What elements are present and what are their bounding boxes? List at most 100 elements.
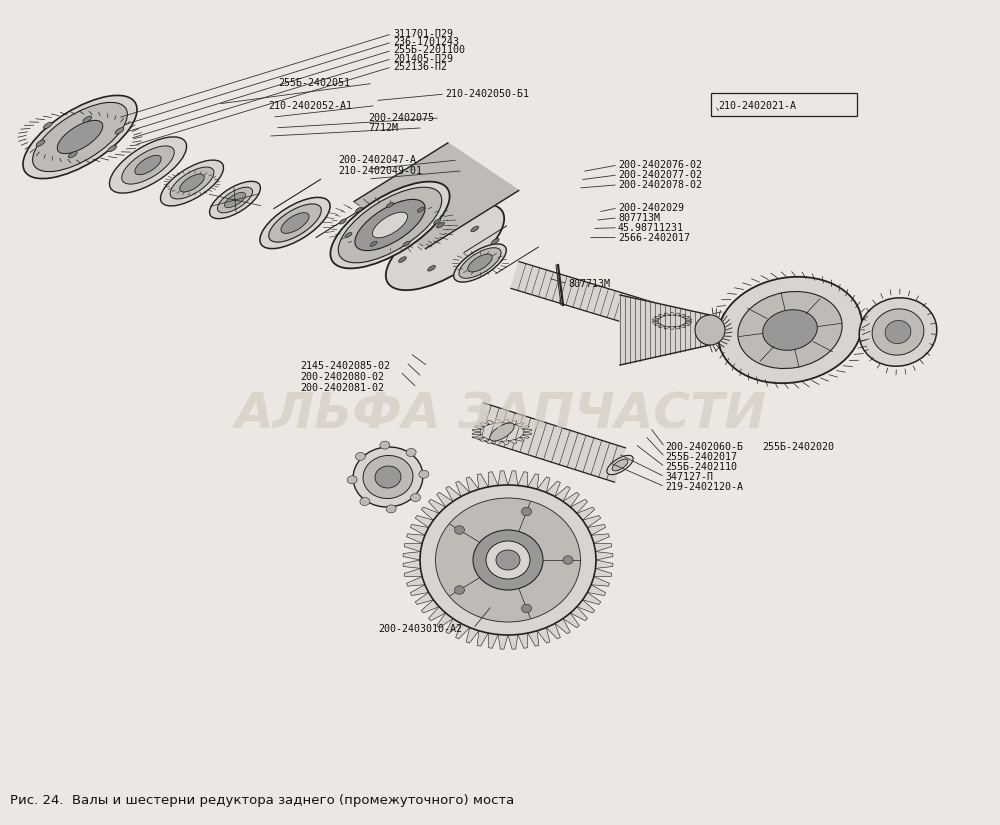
Ellipse shape [563, 556, 573, 564]
Polygon shape [515, 422, 524, 427]
Ellipse shape [33, 102, 127, 172]
Ellipse shape [522, 604, 532, 613]
Ellipse shape [859, 298, 937, 366]
Text: 255Б-2201100: 255Б-2201100 [393, 45, 465, 55]
Polygon shape [515, 437, 524, 441]
Polygon shape [652, 319, 659, 321]
Text: 45.98711231: 45.98711231 [618, 223, 684, 233]
Text: 7712М: 7712М [368, 123, 398, 133]
Polygon shape [583, 516, 601, 527]
Polygon shape [528, 474, 539, 489]
Ellipse shape [454, 244, 506, 282]
Polygon shape [488, 472, 498, 487]
Text: 200-2402029: 200-2402029 [618, 203, 684, 213]
Polygon shape [670, 313, 674, 315]
Polygon shape [594, 568, 612, 577]
Polygon shape [502, 441, 509, 445]
Polygon shape [670, 327, 674, 329]
Ellipse shape [420, 485, 596, 635]
Polygon shape [509, 440, 517, 444]
Polygon shape [410, 525, 429, 535]
Polygon shape [466, 627, 479, 643]
Ellipse shape [398, 257, 406, 262]
Text: 210-2402049-01: 210-2402049-01 [338, 166, 422, 176]
Polygon shape [546, 481, 560, 497]
Polygon shape [354, 143, 519, 249]
Polygon shape [518, 472, 528, 487]
Text: 807713М: 807713М [568, 279, 610, 289]
Text: 210-2402050-Б1: 210-2402050-Б1 [445, 89, 529, 99]
Ellipse shape [386, 505, 396, 513]
Ellipse shape [370, 241, 377, 247]
Ellipse shape [355, 452, 365, 460]
Ellipse shape [210, 182, 260, 219]
Text: 807713М: 807713М [618, 213, 660, 223]
Text: 210-2402052-А1: 210-2402052-А1 [268, 101, 352, 111]
Text: 347127-П: 347127-П [665, 472, 713, 482]
Ellipse shape [115, 128, 124, 134]
Polygon shape [591, 577, 609, 586]
Text: 200-2402075: 200-2402075 [368, 113, 434, 123]
Polygon shape [679, 325, 686, 328]
Ellipse shape [411, 493, 421, 502]
Polygon shape [685, 321, 692, 323]
Ellipse shape [260, 197, 330, 248]
Polygon shape [472, 432, 481, 435]
Polygon shape [502, 419, 509, 423]
Ellipse shape [695, 315, 725, 345]
Polygon shape [480, 437, 489, 441]
Ellipse shape [389, 243, 397, 248]
Polygon shape [475, 435, 484, 438]
Ellipse shape [353, 447, 423, 507]
Polygon shape [421, 600, 439, 613]
Polygon shape [537, 627, 550, 643]
Polygon shape [520, 426, 529, 429]
Ellipse shape [345, 233, 352, 238]
Polygon shape [546, 624, 560, 639]
Polygon shape [508, 634, 518, 649]
Polygon shape [421, 507, 439, 521]
Ellipse shape [43, 122, 52, 129]
Ellipse shape [437, 222, 444, 228]
Ellipse shape [607, 455, 633, 474]
Polygon shape [570, 499, 587, 513]
Text: 210-2402021-А: 210-2402021-А [718, 101, 796, 111]
Ellipse shape [170, 167, 214, 199]
Polygon shape [456, 624, 470, 639]
Polygon shape [403, 552, 421, 560]
Polygon shape [495, 419, 502, 423]
Polygon shape [523, 429, 532, 432]
Polygon shape [511, 262, 684, 338]
Polygon shape [595, 560, 613, 568]
Ellipse shape [355, 200, 425, 251]
Ellipse shape [454, 526, 464, 535]
Text: 255Б-2402110: 255Б-2402110 [665, 462, 737, 472]
Polygon shape [658, 325, 665, 328]
Polygon shape [508, 471, 518, 486]
Ellipse shape [281, 213, 309, 233]
Polygon shape [570, 606, 587, 620]
Ellipse shape [217, 187, 253, 213]
Ellipse shape [108, 145, 117, 152]
Polygon shape [487, 421, 495, 425]
Polygon shape [674, 313, 680, 316]
Polygon shape [466, 477, 479, 493]
Ellipse shape [522, 507, 532, 516]
Polygon shape [594, 544, 612, 552]
Ellipse shape [68, 152, 77, 158]
Ellipse shape [454, 586, 464, 594]
Text: 200-2402077-02: 200-2402077-02 [618, 170, 702, 180]
Polygon shape [679, 314, 686, 318]
Polygon shape [477, 474, 488, 489]
Text: 2145-2402085-02: 2145-2402085-02 [300, 361, 390, 371]
Ellipse shape [135, 155, 161, 175]
Ellipse shape [468, 254, 492, 272]
Text: 311701-П29: 311701-П29 [393, 29, 453, 39]
Text: 236-1701243: 236-1701243 [393, 37, 459, 47]
Ellipse shape [109, 137, 187, 193]
Ellipse shape [419, 470, 429, 478]
Polygon shape [488, 633, 498, 648]
Ellipse shape [490, 423, 514, 441]
Polygon shape [595, 552, 613, 560]
Polygon shape [518, 633, 528, 648]
